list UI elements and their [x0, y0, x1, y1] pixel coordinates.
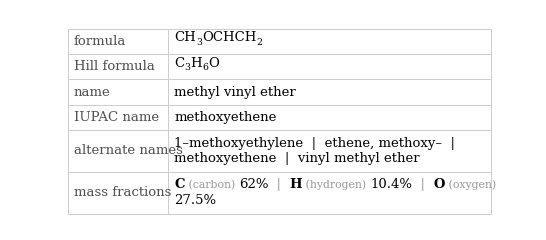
- Text: OCHCH: OCHCH: [202, 31, 257, 44]
- Text: Hill formula: Hill formula: [74, 60, 155, 73]
- Text: C: C: [175, 57, 185, 70]
- Text: O: O: [208, 57, 219, 70]
- Text: formula: formula: [74, 35, 126, 48]
- Text: 3: 3: [185, 63, 191, 72]
- Text: IUPAC name: IUPAC name: [74, 111, 159, 124]
- Text: 2: 2: [257, 38, 263, 47]
- Text: CH: CH: [175, 31, 196, 44]
- Text: mass fractions: mass fractions: [74, 186, 171, 199]
- Text: 10.4%: 10.4%: [370, 179, 412, 192]
- Text: O: O: [434, 179, 445, 192]
- Text: |: |: [412, 179, 434, 192]
- Text: alternate names: alternate names: [74, 144, 182, 157]
- Text: methoxyethene: methoxyethene: [175, 111, 277, 124]
- Text: 62%: 62%: [239, 179, 268, 192]
- Text: (carbon): (carbon): [185, 180, 239, 190]
- Text: methoxyethene  |  vinyl methyl ether: methoxyethene | vinyl methyl ether: [175, 152, 420, 165]
- Text: H: H: [290, 179, 302, 192]
- Text: name: name: [74, 86, 110, 99]
- Text: 27.5%: 27.5%: [175, 194, 217, 207]
- Text: |: |: [268, 179, 290, 192]
- Text: C: C: [175, 179, 185, 192]
- Text: methyl vinyl ether: methyl vinyl ether: [175, 86, 296, 99]
- Text: (hydrogen): (hydrogen): [302, 180, 370, 190]
- Text: (oxygen): (oxygen): [445, 180, 496, 190]
- Text: 3: 3: [196, 38, 202, 47]
- Text: 6: 6: [202, 63, 208, 72]
- Text: H: H: [191, 57, 202, 70]
- Text: 1–methoxyethylene  |  ethene, methoxy–  |: 1–methoxyethylene | ethene, methoxy– |: [175, 137, 455, 150]
